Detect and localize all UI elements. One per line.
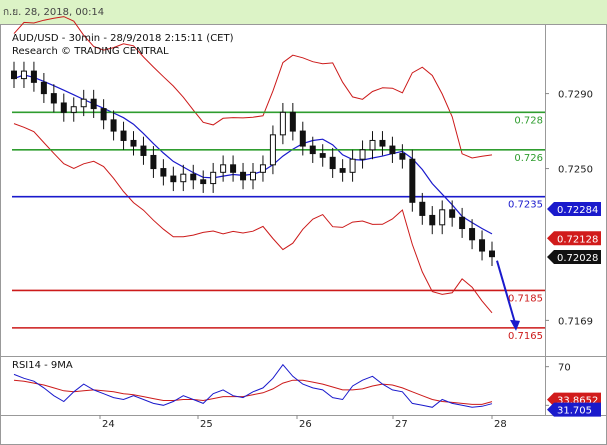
rsi-badge-label: 31.705 [557,406,592,417]
frame-layer [0,24,607,445]
chart-title: AUD/USD - 30min - 28/9/2018 2:15:11 (CET… [12,33,234,44]
candle-body [469,228,476,241]
candles-layer [11,61,495,267]
candle-body [120,130,127,141]
candle-body [110,119,117,132]
candle-body [299,130,306,147]
price-badge [547,202,601,217]
candle-body [230,164,237,173]
candle-body [220,164,227,173]
candle-body [170,175,177,183]
price-badge [547,250,601,265]
price-badge-label: 0.72128 [557,234,598,245]
candle-body [429,214,436,226]
window-timestamp: ก.ย. 28, 2018, 00:14 [3,7,105,18]
candle-body [200,179,207,185]
candle-body [269,134,276,166]
time-tick-label: 28 [494,419,507,430]
candle-body [40,81,47,95]
axis-layer: 0.7290 0.7250 0.7169 0.72284 0.72128 0.72028 2… [99,90,601,430]
candle-body [449,209,456,218]
candle-body [60,102,67,113]
candle-body [379,139,386,147]
level-label: 0.7235 [508,200,543,211]
time-tick-label: 27 [395,419,408,430]
candle-body [349,158,356,173]
candle-body [240,171,247,181]
candle-body [100,108,107,121]
arrow-layer [496,260,520,331]
candle-body [150,154,157,170]
candle-body [11,70,17,80]
chart-subtitle: Research © TRADING CENTRAL [12,46,169,57]
candle-body [339,168,346,173]
candle-body [20,70,27,80]
level-label: 0.726 [514,153,543,164]
candle-body [160,168,167,177]
level-label: 0.728 [514,115,543,126]
candle-body [50,93,57,104]
rsi-title: RSI14 - 9MA [12,360,73,371]
candle-body [130,139,137,147]
price-badge [547,231,601,246]
price-badge-label: 0.72284 [557,205,598,216]
candle-body [399,153,406,160]
candle-body [190,173,197,181]
candle-body [180,173,187,183]
price-tick-label: 0.7290 [558,90,593,101]
candle-body [329,156,336,170]
candle-body [250,171,256,181]
level-label: 0.7185 [508,293,543,304]
candle-body [80,98,87,108]
candle-body [140,145,147,156]
candle-body [419,201,426,216]
candle-body [389,145,396,155]
price-tick-label: 0.7250 [558,165,593,176]
candle-body [259,164,266,173]
candle-body [459,216,466,230]
rsi-tick-label: 70 [558,363,571,374]
rsi-badge-label: 33.8652 [557,396,598,407]
time-tick-label: 26 [299,419,312,430]
time-tick-label: 25 [200,419,213,430]
candle-body [409,158,416,203]
rsi-badge [547,402,601,417]
candle-body [479,239,486,252]
candle-body [359,149,366,160]
bollinger-lower-line [13,123,493,314]
forecast-arrow-line [496,260,516,324]
candle-body [309,145,316,155]
candle-body [489,250,495,258]
candle-body [369,139,376,151]
price-badge-label: 0.72028 [557,253,598,264]
chart-border [0,24,607,445]
candle-body [70,106,77,113]
price-tick-label: 0.7169 [558,316,593,327]
candle-body [210,171,217,185]
rsi-line [13,363,493,408]
candle-body [319,153,326,158]
level-label: 0.7165 [508,331,543,342]
candle-body [30,70,37,83]
time-tick-label: 24 [102,419,115,430]
bollinger-upper-line [13,16,493,159]
forecast-arrow-head [510,319,520,331]
candle-body [289,111,296,132]
candle-body [279,111,286,136]
candle-body [439,209,446,226]
candle-body [90,98,97,110]
